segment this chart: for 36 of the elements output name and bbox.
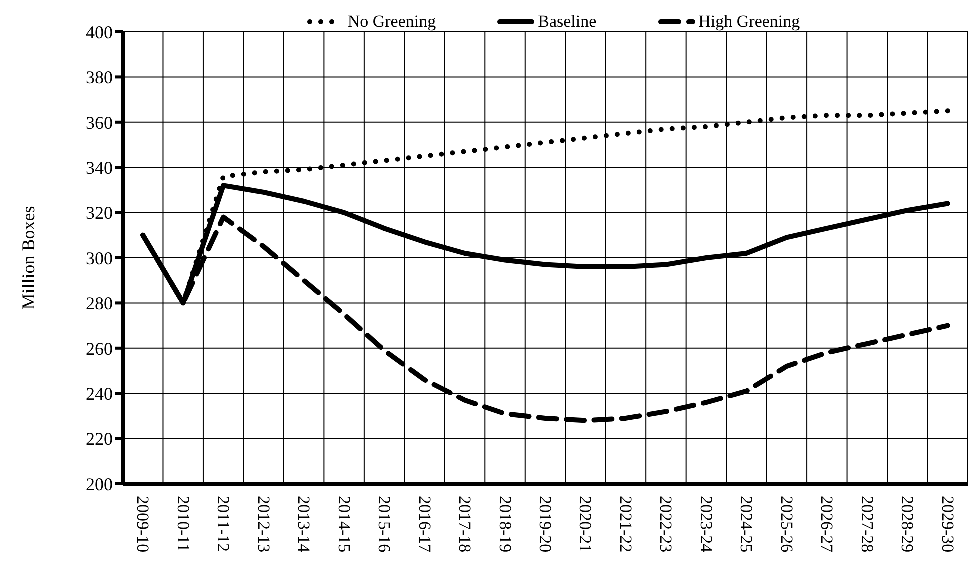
x-tick-label: 2018-19: [496, 496, 515, 553]
x-tick-label: 2023-24: [696, 496, 716, 554]
y-tick-label: 280: [86, 294, 113, 314]
x-tick-label: 2029-30: [938, 496, 958, 553]
y-tick-label: 380: [86, 68, 113, 88]
y-axis-title: Million Boxes: [18, 206, 38, 310]
x-tick-label: 2028-29: [898, 496, 918, 553]
x-tick-label: 2014-15: [334, 496, 354, 553]
y-tick-label: 300: [86, 248, 113, 268]
x-tick-label: 2019-20: [536, 496, 555, 553]
x-tick-label: 2021-22: [616, 496, 636, 553]
x-tick-label: 2017-18: [456, 496, 475, 553]
x-tick-label: 2015-16: [375, 496, 394, 553]
x-tick-label: 2026-27: [818, 496, 837, 554]
x-tick-label: 2020-21: [576, 496, 596, 553]
x-tick-label: 2011-12: [214, 496, 234, 552]
x-tick-label: 2027-28: [858, 496, 877, 553]
x-tick-label: 2016-17: [415, 496, 434, 554]
y-tick-label: 320: [86, 203, 113, 224]
y-tick-label: 400: [86, 22, 113, 42]
legend-label: No Greening: [346, 12, 436, 32]
x-tick-label: 2010-11: [174, 496, 193, 552]
y-tick-label: 260: [86, 338, 113, 359]
x-tick-label: 2009-10: [134, 496, 153, 553]
y-tick-label: 360: [86, 112, 113, 133]
x-tick-label: 2025-26: [777, 496, 796, 553]
x-tick-label: 2012-13: [254, 496, 274, 553]
x-tick-label: 2024-25: [737, 496, 756, 553]
legend-label: Baseline: [537, 12, 597, 32]
y-tick-label: 200: [86, 474, 113, 494]
x-tick-label: 2013-14: [294, 496, 314, 554]
x-tick-label: 2022-23: [656, 496, 676, 553]
y-tick-label: 340: [86, 158, 113, 178]
y-tick-label: 220: [86, 429, 113, 450]
y-tick-label: 240: [86, 384, 113, 404]
legend-label: High Greening: [698, 12, 800, 32]
